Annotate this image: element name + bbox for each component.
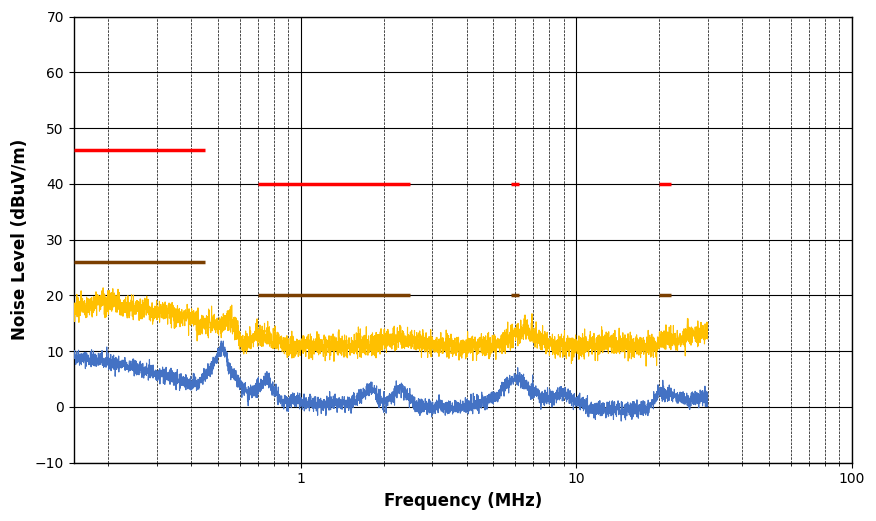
Y-axis label: Noise Level (dBuV/m): Noise Level (dBuV/m) [11, 139, 29, 340]
X-axis label: Frequency (MHz): Frequency (MHz) [384, 492, 541, 510]
